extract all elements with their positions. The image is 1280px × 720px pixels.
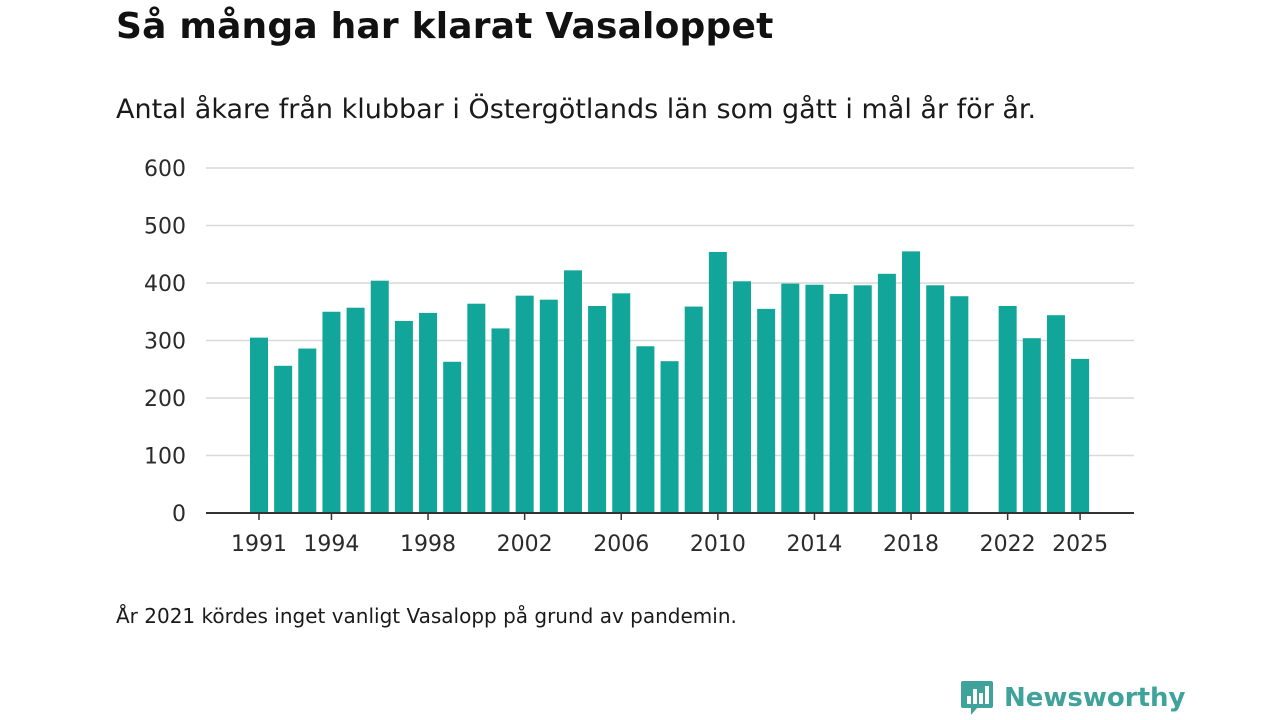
y-tick-label: 100: [144, 445, 186, 470]
x-tick-label: 2002: [497, 532, 553, 557]
bar-2019: [926, 285, 945, 513]
axes: 0 100 200 300 400 500 600 1991 1994 1998 2002 2006 2…: [144, 157, 1134, 557]
bar-2002: [515, 295, 534, 513]
bar-2017: [877, 273, 896, 513]
bar-2013: [781, 283, 800, 513]
bar-2015: [829, 293, 848, 513]
bar-2005: [588, 306, 607, 513]
x-tick-label: 2022: [980, 532, 1036, 557]
x-tick-label: 2018: [883, 532, 939, 557]
bar-1999: [443, 361, 462, 513]
y-tick-label: 300: [144, 330, 186, 355]
x-tick-label: 2006: [593, 532, 649, 557]
bar-2018: [902, 251, 921, 513]
bar-2010: [708, 251, 727, 513]
bar-2022: [998, 306, 1017, 513]
bar-2024: [1046, 315, 1065, 513]
bar-1995: [346, 307, 365, 513]
x-tick-label: 2025: [1052, 532, 1108, 557]
chart-subtitle: Antal åkare från klubbar i Östergötlands…: [116, 94, 1037, 125]
x-tick-label: 1991: [231, 532, 287, 557]
bar-2020: [950, 296, 969, 513]
x-tick-label: 1998: [400, 532, 456, 557]
y-tick-label: 200: [144, 387, 186, 412]
bar-2007: [636, 346, 655, 513]
bar-2023: [1022, 338, 1041, 513]
bar-2000: [467, 303, 486, 513]
y-tick-label: 0: [172, 502, 186, 527]
bar-2016: [853, 285, 872, 513]
bar-2012: [757, 308, 776, 513]
x-tick-label: 1994: [303, 532, 359, 557]
bar-2006: [612, 293, 631, 513]
y-tick-label: 600: [144, 157, 186, 182]
brand-name: Newsworthy: [1004, 683, 1186, 713]
bar-2001: [491, 328, 510, 513]
bar-1998: [419, 312, 438, 513]
footnote: År 2021 kördes inget vanligt Vasalopp på…: [116, 604, 737, 628]
bar-1996: [370, 280, 389, 513]
bar-chart: 0 100 200 300 400 500 600 1991 1994 1998 2002 2006 2…: [144, 157, 1134, 557]
bar-2009: [684, 306, 703, 513]
bar-2003: [539, 299, 558, 513]
y-tick-label: 500: [144, 215, 186, 240]
bar-1991: [250, 337, 268, 513]
bar-2008: [660, 361, 679, 513]
bar-2025: [1071, 358, 1090, 513]
x-tick-label: 2010: [690, 532, 746, 557]
x-tick-label: 2014: [786, 532, 842, 557]
brand-logo: Newsworthy: [960, 680, 1185, 716]
y-tick-label: 400: [144, 272, 186, 297]
bar-1994: [322, 311, 341, 513]
bar-chart-speech-bubble-icon: [961, 681, 993, 715]
bar-1993: [298, 348, 317, 513]
bar-2014: [805, 284, 824, 513]
bar-1997: [394, 320, 413, 513]
bar-1992: [274, 365, 293, 513]
bar-2011: [733, 281, 751, 513]
bar-2004: [563, 270, 582, 513]
chart-title: Så många har klarat Vasaloppet: [116, 6, 774, 47]
bars: [250, 251, 1090, 513]
